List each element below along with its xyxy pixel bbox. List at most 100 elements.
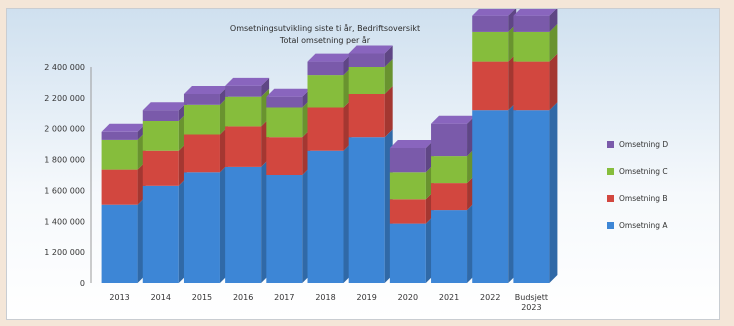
bar-segment-side	[549, 9, 558, 32]
bar-segment-top	[142, 102, 187, 111]
x-tick-label: 2019	[357, 293, 377, 302]
bar-segment	[307, 61, 344, 76]
bar-segment	[183, 104, 220, 135]
legend-swatch	[607, 195, 614, 202]
bar-segment-side	[384, 59, 393, 94]
bar-segment	[348, 67, 385, 94]
bar-segment	[472, 15, 509, 32]
x-tick-label: Budsjett	[515, 293, 548, 302]
x-tick-label: 2018	[315, 293, 335, 302]
bar-segment	[266, 107, 303, 138]
bar-segment	[472, 110, 509, 283]
bar-segment	[307, 107, 344, 151]
bar-segment-top	[266, 88, 311, 97]
bar-segment	[513, 110, 550, 283]
bar-segment	[183, 134, 220, 173]
bar-segment-side	[549, 23, 558, 62]
legend-swatch	[607, 222, 614, 229]
bar-segment	[101, 169, 138, 205]
bar-segment	[101, 131, 138, 140]
bar-segment	[101, 204, 138, 283]
x-tick-label: 2022	[480, 293, 500, 302]
bar-segment-side	[261, 77, 270, 97]
bar-segment-top	[307, 53, 352, 62]
legend-label: Omsetning D	[619, 140, 668, 149]
bar-segment	[266, 175, 303, 283]
stacked-bar-chart: Omsetningsutvikling siste ti år, Bedrift…	[44, 9, 668, 312]
x-tick-label: 2017	[274, 293, 294, 302]
bar-segment	[348, 137, 385, 283]
bar-segment	[142, 150, 179, 186]
bar-segment-top	[101, 123, 146, 132]
x-tick-label: 2020	[398, 293, 418, 302]
y-tick-label: 2 000 000	[44, 125, 85, 134]
y-axis-ticks: 0 1 200 000 1 400 000 1 600 000 1 800 000 2 0…	[44, 63, 85, 288]
bar-segment	[348, 94, 385, 138]
bar-segment	[513, 31, 550, 62]
bar-segment	[472, 61, 509, 111]
y-tick-label: 2 400 000	[44, 63, 85, 72]
bar-segment	[142, 110, 179, 121]
bar-segment-top	[183, 86, 228, 94]
x-tick-label: 2014	[151, 293, 171, 302]
x-tick-label: 2015	[192, 293, 212, 302]
y-tick-label: 1 200 000	[44, 248, 85, 257]
bar-segment-top	[389, 140, 434, 148]
bar-segment-top	[513, 9, 557, 16]
chart-title: Omsetningsutvikling siste ti år, Bedrift…	[230, 23, 420, 33]
legend: Omsetning D Omsetning C Omsetning B Omsetni…	[607, 140, 668, 230]
bar-segment	[183, 94, 220, 105]
bar-segment	[513, 61, 550, 111]
bar-segment	[225, 96, 262, 127]
bar-segment	[142, 185, 179, 283]
bar-segment-side	[384, 86, 393, 138]
bar-segment	[431, 183, 468, 211]
bar-segment	[513, 15, 550, 32]
y-tick-label: 1 800 000	[44, 156, 85, 165]
x-tick-label: 2016	[233, 293, 253, 302]
chart-frame: Omsetningsutvikling siste ti år, Bedrift…	[6, 8, 720, 320]
x-axis-labels: 2013 2014 2015 2016 2017 2018 2019 2020 2021 2022…	[109, 293, 548, 312]
bar-segment	[431, 123, 468, 157]
bar-segment	[389, 148, 426, 173]
y-tick-label: 1 400 000	[44, 217, 85, 226]
y-tick-label: 2 200 000	[44, 94, 85, 103]
x-tick-label: 2021	[439, 293, 459, 302]
legend-label: Omsetning B	[619, 194, 668, 203]
bar-segment-top	[431, 115, 476, 124]
bar-segment-top	[472, 9, 515, 16]
bar-segment	[225, 126, 262, 167]
bar-segment	[266, 137, 303, 175]
bar-segment	[142, 121, 179, 151]
bar-segment	[472, 31, 509, 62]
bar-segment	[225, 166, 262, 283]
bar-segment	[183, 172, 220, 283]
bar-segment	[266, 96, 303, 108]
legend-label: Omsetning C	[619, 167, 668, 176]
bar-segment-side	[508, 9, 517, 32]
bar-segment	[389, 223, 426, 283]
bar-segment-side	[384, 45, 393, 67]
x-tick-label: 2013	[109, 293, 129, 302]
legend-label: Omsetning A	[619, 221, 668, 230]
bar-segment	[348, 53, 385, 67]
bar-segment	[307, 75, 344, 108]
y-tick-label: 1 600 000	[44, 186, 85, 195]
bar-segment	[431, 156, 468, 184]
bar-segment	[431, 210, 468, 283]
bars-group	[101, 9, 558, 283]
bar-segment-top	[348, 45, 393, 54]
bar-segment	[389, 172, 426, 200]
chart-subtitle: Total omsetning per år	[279, 35, 371, 45]
bar-segment-side	[549, 53, 558, 111]
legend-swatch	[607, 168, 614, 175]
bar-segment	[225, 85, 262, 97]
x-tick-label: 2023	[521, 303, 541, 312]
bar-segment-top	[225, 77, 270, 86]
legend-swatch	[607, 141, 614, 148]
bar-segment	[389, 199, 426, 224]
y-tick-label: 0	[80, 279, 85, 288]
bar-segment	[307, 150, 344, 283]
bar-segment-side	[549, 102, 558, 283]
bar-segment	[101, 139, 138, 170]
